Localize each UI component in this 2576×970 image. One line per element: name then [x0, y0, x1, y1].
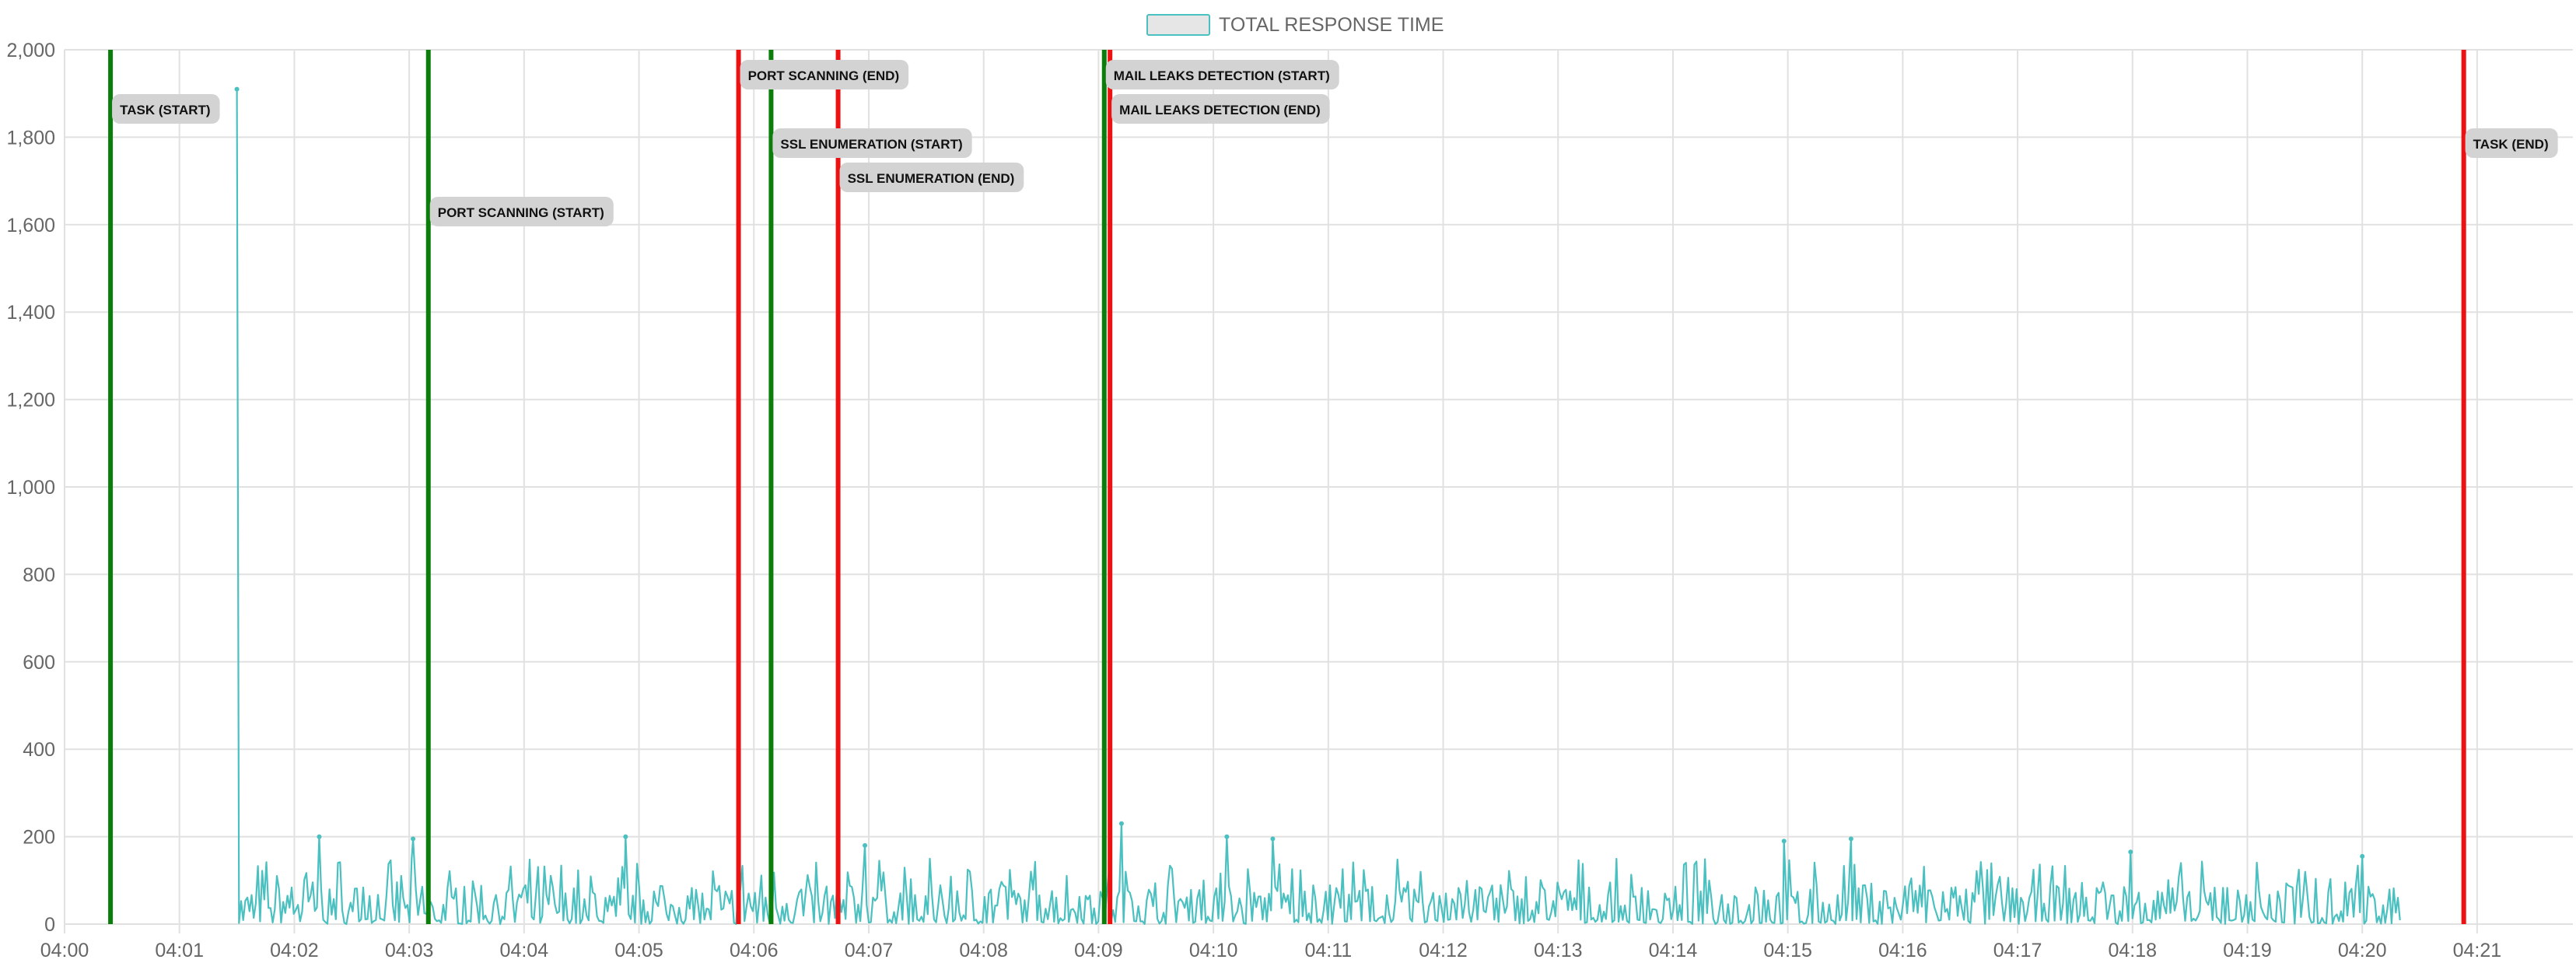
x-tick-label: 04:19 — [2223, 940, 2272, 961]
x-tick-label: 04:06 — [730, 940, 779, 961]
y-tick-label: 600 — [23, 652, 55, 674]
y-axis: 0 200 400 600 800 1,000 1,200 1,400 1,600 1,800 2,… — [6, 40, 55, 936]
x-tick-label: 04:12 — [1419, 940, 1468, 961]
x-tick-label: 04:14 — [1649, 940, 1698, 961]
data-point — [1781, 839, 1787, 844]
x-tick-label: 04:07 — [845, 940, 894, 961]
x-tick-label: 04:04 — [500, 940, 549, 961]
annotation-label-bg — [112, 94, 220, 124]
x-tick-label: 04:02 — [270, 940, 319, 961]
y-tick-label: 1,200 — [6, 390, 55, 411]
data-point — [1224, 834, 1230, 839]
y-tick-label: 1,600 — [6, 215, 55, 236]
annotation-label-bg — [1105, 60, 1339, 89]
data-point — [1848, 836, 1853, 842]
y-tick-label: 200 — [23, 827, 55, 849]
annotation-ssl-enumeration-start: SSL ENUMERATION (START) — [772, 128, 972, 158]
series-layer — [234, 86, 2401, 926]
annotation-label-text: PORT SCANNING (START) — [438, 205, 604, 220]
annotation-ssl-enumeration-end: SSL ENUMERATION (END) — [839, 163, 1024, 192]
annotation-labels: TASK (START) PORT SCANNING (START) PORT SC… — [112, 60, 2558, 226]
annotation-label-text: TASK (END) — [2473, 137, 2549, 152]
data-point — [863, 842, 868, 848]
annotation-markers — [108, 50, 2466, 924]
x-tick-label: 04:21 — [2453, 940, 2502, 961]
y-tick-label: 1,800 — [6, 127, 55, 149]
annotation-label-text: SSL ENUMERATION (START) — [780, 137, 962, 152]
y-tick-label: 1,000 — [6, 477, 55, 499]
annotation-label-bg — [740, 60, 909, 89]
annotation-port-scanning-end: PORT SCANNING (END) — [740, 60, 909, 89]
x-tick-label: 04:15 — [1763, 940, 1812, 961]
x-tick-label: 04:00 — [40, 940, 89, 961]
legend[interactable]: TOTAL RESPONSE TIME — [1146, 14, 1444, 36]
annotation-label-bg — [1111, 94, 1330, 124]
x-axis: 04:00 04:01 04:02 04:03 04:04 04:05 04:06 04:07… — [40, 924, 2501, 961]
data-point — [2128, 849, 2133, 855]
annotation-task-end: TASK (END) — [2465, 128, 2558, 158]
legend-label: TOTAL RESPONSE TIME — [1219, 14, 1444, 36]
annotation-task-start: TASK (START) — [112, 94, 220, 124]
annotation-label-text: MAIL LEAKS DETECTION (END) — [1119, 103, 1320, 117]
data-point — [2360, 853, 2365, 859]
legend-swatch — [1146, 14, 1210, 36]
y-tick-label: 0 — [44, 914, 55, 936]
y-tick-label: 2,000 — [6, 40, 55, 61]
x-tick-label: 04:20 — [2338, 940, 2387, 961]
annotation-label-text: PORT SCANNING (END) — [748, 68, 900, 83]
x-tick-label: 04:08 — [959, 940, 1008, 961]
annotation-label-bg — [839, 163, 1024, 192]
annotation-label-bg — [429, 197, 614, 226]
x-tick-label: 04:05 — [614, 940, 663, 961]
x-tick-label: 04:03 — [385, 940, 434, 961]
x-tick-label: 04:09 — [1074, 940, 1123, 961]
y-tick-label: 400 — [23, 739, 55, 761]
x-tick-label: 04:17 — [1993, 940, 2042, 961]
x-tick-label: 04:10 — [1189, 940, 1238, 961]
data-point — [1118, 821, 1124, 826]
data-point — [623, 834, 628, 839]
annotation-label-text: SSL ENUMERATION (END) — [848, 171, 1015, 186]
annotation-label-bg — [772, 128, 972, 158]
annotation-port-scanning-start: PORT SCANNING (START) — [429, 197, 614, 226]
grid — [64, 49, 2573, 925]
x-tick-label: 04:01 — [155, 940, 204, 961]
data-point — [234, 86, 240, 92]
y-tick-label: 800 — [23, 564, 55, 586]
response-time-line — [236, 89, 2401, 926]
annotation-mail-leaks-detection-end: MAIL LEAKS DETECTION (END) — [1111, 94, 1330, 124]
annotation-mail-leaks-detection-start: MAIL LEAKS DETECTION (START) — [1105, 60, 1339, 89]
data-point — [411, 836, 416, 842]
annotation-label-text: TASK (START) — [120, 103, 210, 117]
data-point — [1270, 836, 1276, 842]
annotation-label-bg — [2465, 128, 2558, 158]
annotation-label-text: MAIL LEAKS DETECTION (START) — [1114, 68, 1330, 83]
x-tick-label: 04:18 — [2108, 940, 2157, 961]
x-tick-label: 04:11 — [1304, 940, 1352, 961]
x-tick-label: 04:13 — [1534, 940, 1583, 961]
x-tick-label: 04:16 — [1878, 940, 1927, 961]
data-point — [317, 834, 322, 839]
y-tick-label: 1,400 — [6, 302, 55, 324]
